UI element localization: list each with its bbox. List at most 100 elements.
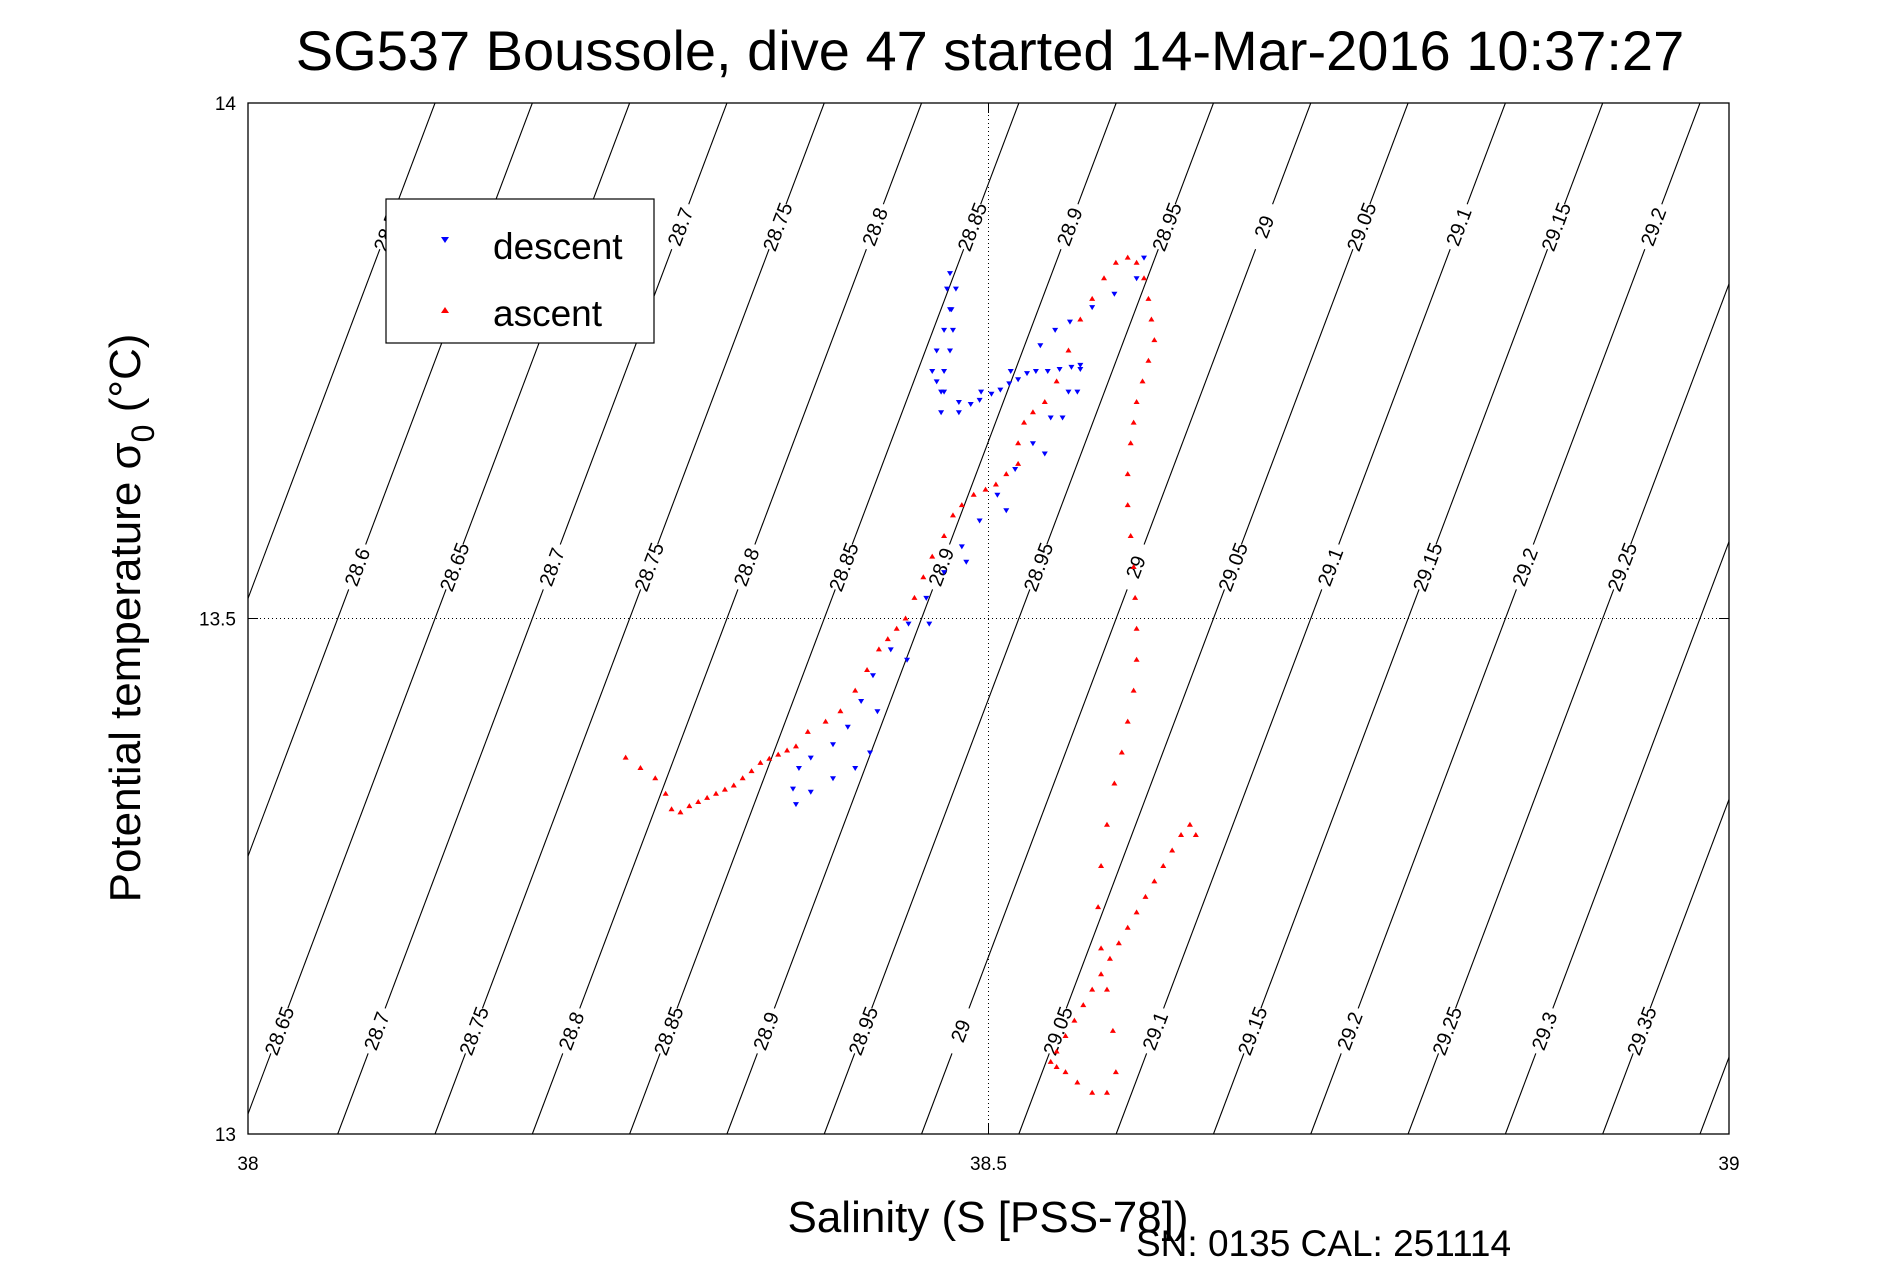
contour-label-bg xyxy=(628,539,670,594)
contour-label-bg xyxy=(1504,539,1546,594)
contour-label-bg xyxy=(1114,539,1157,594)
footer-serial-calibration: SN: 0135 CAL: 251114 xyxy=(1136,1223,1511,1262)
contour-label-bg xyxy=(356,1003,398,1058)
data-point-ascent xyxy=(1133,656,1140,662)
contour-label-bg xyxy=(756,199,799,254)
data-point-ascent xyxy=(652,775,659,781)
x-tick-label: 39 xyxy=(1718,1154,1739,1175)
data-point-ascent xyxy=(1132,594,1139,600)
data-point-descent xyxy=(1007,369,1014,375)
data-point-descent xyxy=(1111,291,1118,297)
contour-label-bg xyxy=(1146,199,1188,254)
isopycnal-line xyxy=(248,103,436,600)
data-point-ascent xyxy=(992,481,999,487)
contour-label-bg xyxy=(1048,199,1091,254)
data-point-ascent xyxy=(1133,909,1140,915)
data-point-ascent xyxy=(1103,986,1110,992)
data-point-ascent xyxy=(757,759,764,765)
data-point-ascent xyxy=(1115,940,1122,946)
data-point-ascent xyxy=(902,615,909,621)
data-point-ascent xyxy=(1053,1048,1060,1054)
data-point-descent xyxy=(1065,389,1072,395)
data-point-ascent xyxy=(1101,275,1108,281)
data-point-ascent xyxy=(1074,1079,1081,1085)
isopycnal-line xyxy=(726,103,1117,1134)
contour-label-bg xyxy=(1212,539,1254,594)
data-point-ascent xyxy=(662,790,669,796)
data-point-ascent xyxy=(1111,780,1118,786)
contour-label-bg xyxy=(939,1003,982,1058)
data-point-descent xyxy=(1052,327,1059,333)
y-axis-ticks: 13 13.5 14 xyxy=(199,94,1729,1146)
contour-label-bg xyxy=(1309,539,1351,594)
y-axis-label-main: Potential temperature σ xyxy=(101,442,150,902)
contour-label-bg xyxy=(1017,539,1059,594)
data-point-descent xyxy=(844,724,851,730)
legend-box xyxy=(385,198,655,344)
data-point-ascent xyxy=(864,667,871,673)
data-point-ascent xyxy=(1089,1089,1096,1095)
data-point-ascent xyxy=(911,594,918,600)
legend-marker-descent xyxy=(441,237,449,243)
data-point-descent xyxy=(867,750,874,756)
data-point-descent xyxy=(1044,369,1051,375)
y-axis-label: Potential temperature σ0 (°C) xyxy=(101,334,161,903)
contour-label-bg xyxy=(1037,1003,1079,1058)
data-point-descent xyxy=(988,391,995,397)
data-point-descent xyxy=(976,518,983,524)
data-point-descent xyxy=(978,389,985,395)
data-point-ascent xyxy=(1145,295,1152,301)
data-point-descent xyxy=(946,271,953,277)
data-point-descent xyxy=(994,492,1001,498)
data-point-ascent xyxy=(941,533,948,539)
legend: descent ascent xyxy=(385,198,655,344)
data-point-ascent xyxy=(1130,687,1137,693)
data-point-ascent xyxy=(1151,337,1158,343)
data-point-ascent xyxy=(1047,1058,1054,1064)
data-point-descent xyxy=(955,399,962,405)
data-point-ascent xyxy=(884,636,891,642)
data-point-descent xyxy=(1006,381,1013,387)
data-point-ascent xyxy=(784,747,791,753)
data-point-descent xyxy=(807,755,814,761)
data-point-ascent xyxy=(775,751,782,757)
data-point-ascent xyxy=(1124,471,1131,477)
data-point-ascent xyxy=(1145,357,1152,363)
data-point-ascent xyxy=(792,743,799,749)
data-point-ascent xyxy=(748,768,755,774)
data-point-descent xyxy=(1037,343,1044,349)
data-point-ascent xyxy=(982,486,989,492)
data-point-descent xyxy=(858,698,865,704)
data-point-descent xyxy=(941,369,948,375)
data-point-ascent xyxy=(1095,904,1102,910)
data-point-descent xyxy=(1089,305,1096,311)
data-point-ascent xyxy=(1021,419,1028,425)
data-point-descent xyxy=(852,765,859,771)
data-point-ascent xyxy=(1089,295,1096,301)
data-point-descent xyxy=(933,379,940,385)
contour-label-bg xyxy=(1231,1003,1274,1058)
data-point-descent xyxy=(997,387,1004,393)
data-point-descent xyxy=(958,544,965,550)
data-point-ascent xyxy=(1178,832,1185,838)
data-point-descent xyxy=(869,673,876,679)
contour-label-bg xyxy=(1620,1003,1663,1058)
data-point-descent xyxy=(1029,441,1036,447)
contour-label-bg xyxy=(433,539,476,594)
x-axis-ticks: 38 38.5 39 xyxy=(237,103,1740,1175)
data-point-descent xyxy=(1024,371,1031,377)
data-point-ascent xyxy=(1112,1069,1119,1075)
data-point-descent xyxy=(795,765,802,771)
data-point-ascent xyxy=(1103,1089,1110,1095)
data-point-ascent xyxy=(1192,832,1199,838)
data-point-ascent xyxy=(712,790,719,796)
data-point-descent xyxy=(1066,319,1073,325)
data-point-descent xyxy=(1012,467,1019,473)
data-point-descent xyxy=(829,776,836,782)
data-point-ascent xyxy=(1186,821,1193,827)
data-point-descent xyxy=(1133,276,1140,282)
data-series xyxy=(622,254,1199,1095)
y-tick-label: 13.5 xyxy=(199,610,236,631)
data-point-ascent xyxy=(1098,862,1105,868)
contour-label-bg xyxy=(336,539,378,594)
